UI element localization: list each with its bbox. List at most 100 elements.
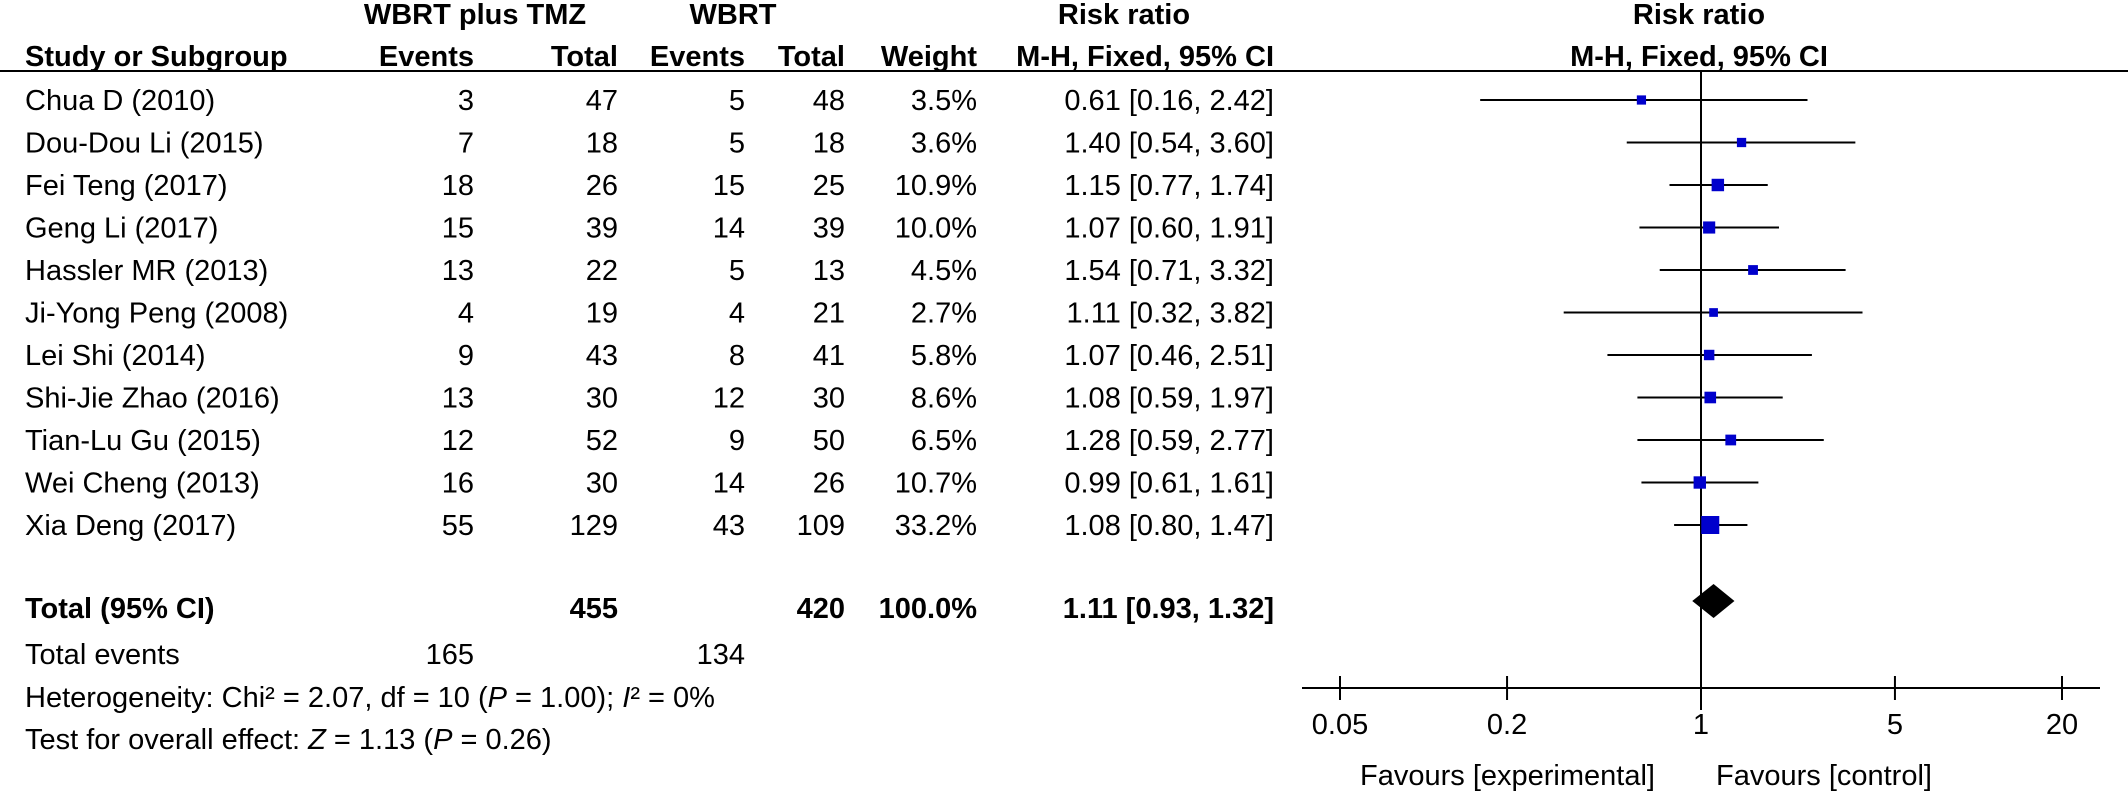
study-weight: 3.5%	[911, 85, 977, 117]
study-events1: 9	[458, 340, 474, 372]
method-plot-header: M-H, Fixed, 95% CI	[1570, 41, 1828, 73]
study-total1: 30	[586, 383, 618, 415]
study-weight: 6.5%	[911, 425, 977, 457]
study-name: Fei Teng (2017)	[25, 170, 228, 202]
study-events2: 14	[713, 468, 745, 500]
study-events2: 5	[729, 255, 745, 287]
study-ci: 1.11 [0.32, 3.82]	[1067, 298, 1274, 330]
study-ci: 1.28 [0.59, 2.77]	[1064, 425, 1274, 457]
total-events-group1: 165	[426, 639, 474, 671]
study-weight-marker	[1636, 95, 1647, 105]
study-events2: 8	[729, 340, 745, 372]
study-name: Tian-Lu Gu (2015)	[25, 425, 261, 457]
study-ci: 1.40 [0.54, 3.60]	[1064, 128, 1274, 160]
study-events2: 5	[729, 128, 745, 160]
study-events2: 43	[713, 510, 745, 542]
study-total2: 30	[813, 383, 845, 415]
study-total1: 43	[586, 340, 618, 372]
study-events1: 12	[442, 425, 474, 457]
x-axis-tick-label: 20	[2046, 709, 2078, 741]
study-name: Lei Shi (2014)	[25, 340, 206, 372]
study-total1: 30	[586, 468, 618, 500]
study-events1: 4	[458, 298, 474, 330]
study-weight: 10.0%	[895, 213, 977, 245]
study-ci: 1.15 [0.77, 1.74]	[1064, 170, 1274, 202]
study-name: Xia Deng (2017)	[25, 510, 236, 542]
study-weight-marker	[1736, 137, 1747, 148]
study-total1: 52	[586, 425, 618, 457]
study-total2: 39	[813, 213, 845, 245]
study-name: Ji-Yong Peng (2008)	[25, 298, 288, 330]
study-total1: 22	[586, 255, 618, 287]
study-weight: 10.9%	[895, 170, 977, 202]
x-axis-tick-label: 0.2	[1487, 709, 1527, 741]
total1-column-header: Total	[551, 41, 618, 73]
total2-column-header: Total	[778, 41, 845, 73]
study-weight: 3.6%	[911, 128, 977, 160]
study-weight-marker	[1701, 516, 1720, 534]
study-ci: 1.08 [0.59, 1.97]	[1064, 383, 1274, 415]
events1-column-header: Events	[379, 41, 474, 73]
study-total1: 26	[586, 170, 618, 202]
x-axis-tick-label: 0.05	[1312, 709, 1368, 741]
study-weight-marker	[1703, 349, 1715, 361]
study-events2: 9	[729, 425, 745, 457]
rr-plot-header: Risk ratio	[1633, 0, 1765, 31]
total-events-group2: 134	[697, 639, 745, 671]
overall-effect-text: Test for overall effect: Z = 1.13 (P = 0…	[25, 724, 552, 756]
total-row-total1: 455	[570, 593, 618, 625]
study-total1: 47	[586, 85, 618, 117]
group1-header: WBRT plus TMZ	[364, 0, 586, 31]
study-ci: 0.99 [0.61, 1.61]	[1064, 468, 1274, 500]
study-weight-marker	[1725, 434, 1737, 446]
study-ci: 1.08 [0.80, 1.47]	[1064, 510, 1274, 542]
study-events2: 5	[729, 85, 745, 117]
study-ci: 1.54 [0.71, 3.32]	[1064, 255, 1274, 287]
study-events2: 14	[713, 213, 745, 245]
study-total2: 18	[813, 128, 845, 160]
study-events2: 15	[713, 170, 745, 202]
x-axis-tick-label: 1	[1693, 709, 1709, 741]
study-events2: 4	[729, 298, 745, 330]
study-events1: 13	[442, 255, 474, 287]
study-column-header: Study or Subgroup	[25, 41, 288, 73]
total-row-weight: 100.0%	[879, 593, 978, 625]
study-weight-marker	[1711, 178, 1725, 192]
events2-column-header: Events	[650, 41, 745, 73]
total-events-label: Total events	[25, 639, 180, 671]
total-row-ci: 1.11 [0.93, 1.32]	[1063, 593, 1274, 625]
study-total2: 41	[813, 340, 845, 372]
study-total1: 129	[570, 510, 618, 542]
total-row-total2: 420	[797, 593, 845, 625]
study-name: Wei Cheng (2013)	[25, 468, 260, 500]
study-events1: 16	[442, 468, 474, 500]
study-total2: 48	[813, 85, 845, 117]
study-weight-marker	[1709, 308, 1718, 317]
group2-header: WBRT	[690, 0, 777, 31]
study-weight: 8.6%	[911, 383, 977, 415]
study-name: Chua D (2010)	[25, 85, 215, 117]
study-events1: 3	[458, 85, 474, 117]
study-total2: 13	[813, 255, 845, 287]
study-ci: 1.07 [0.46, 2.51]	[1064, 340, 1274, 372]
study-weight-marker	[1693, 476, 1706, 489]
study-weight-marker	[1704, 391, 1717, 404]
study-name: Geng Li (2017)	[25, 213, 218, 245]
study-total2: 25	[813, 170, 845, 202]
study-events1: 7	[458, 128, 474, 160]
pooled-effect-diamond	[1692, 584, 1735, 618]
study-name: Dou-Dou Li (2015)	[25, 128, 264, 160]
study-weight: 33.2%	[895, 510, 977, 542]
study-weight: 10.7%	[895, 468, 977, 500]
x-axis-tick-label: 5	[1887, 709, 1903, 741]
study-total1: 39	[586, 213, 618, 245]
study-events1: 18	[442, 170, 474, 202]
total-row-name: Total (95% CI)	[25, 593, 215, 625]
study-ci: 1.07 [0.60, 1.91]	[1064, 213, 1274, 245]
study-events2: 12	[713, 383, 745, 415]
study-total2: 21	[813, 298, 845, 330]
study-total1: 19	[586, 298, 618, 330]
study-total1: 18	[586, 128, 618, 160]
study-weight-marker	[1703, 221, 1716, 234]
